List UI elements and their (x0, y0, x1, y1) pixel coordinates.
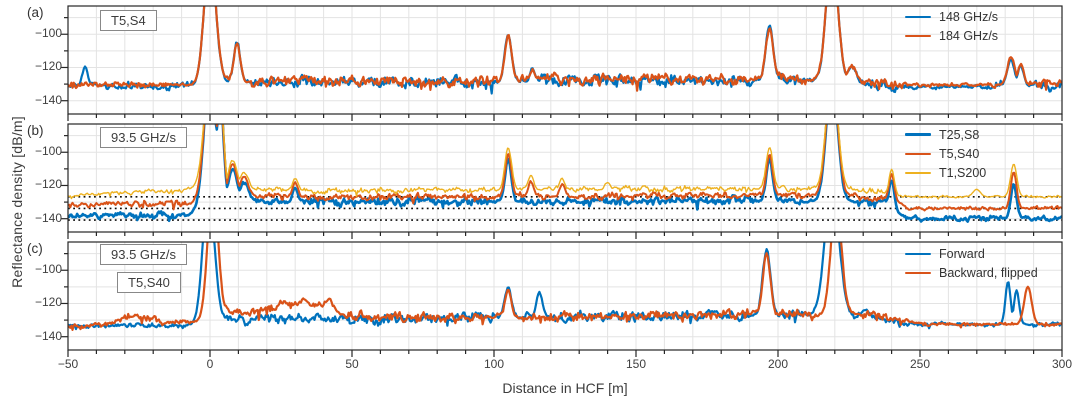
legend-line-swatch (905, 171, 931, 174)
x-axis-label: Distance in HCF [m] (502, 380, 628, 396)
panel-c-letter: (c) (27, 241, 43, 256)
y-tick-label: −120 (34, 177, 62, 192)
x-tick-label: 150 (625, 357, 647, 371)
legend-item: T5,S40 (905, 144, 986, 163)
x-tick-label: 0 (206, 357, 214, 371)
y-tick-label: −140 (34, 210, 62, 225)
legend-line-swatch (905, 133, 931, 136)
legend-item-label: T5,S40 (939, 146, 980, 161)
x-tick-label: 250 (909, 357, 931, 371)
y-tick-label: −140 (34, 328, 62, 343)
y-tick-label: −140 (34, 92, 62, 107)
legend-line-swatch (905, 15, 931, 18)
legend-item: T1,S200 (905, 163, 986, 182)
y-tick-label: −120 (34, 59, 62, 74)
legend-item-label: 148 GHz/s (939, 9, 999, 24)
legend-line-swatch (905, 34, 931, 37)
panel-a-annotation-box: T5,S4 (100, 10, 157, 31)
panel-a-legend: 148 GHz/s 184 GHz/s (905, 7, 998, 45)
x-tick-label: 100 (483, 357, 505, 371)
panel-c-legend: Forward Backward, flipped (905, 244, 1038, 282)
legend-item-label: T25,S8 (939, 127, 980, 142)
panel-b-annotation-box: 93.5 GHz/s (100, 127, 188, 148)
y-tick-label: −100 (34, 144, 62, 159)
y-tick-label: −100 (34, 26, 62, 41)
panel-c-annotation-box-sweep: 93.5 GHz/s (100, 244, 188, 265)
x-tick-label: 200 (767, 357, 789, 371)
legend-item: Backward, flipped (905, 263, 1038, 282)
legend-line-swatch (905, 271, 931, 274)
panel-b-legend: T25,S8 T5,S40 T1,S200 (905, 125, 986, 182)
y-tick-label: −120 (34, 295, 62, 310)
legend-item-label: Forward (939, 246, 985, 261)
legend-item: T25,S8 (905, 125, 986, 144)
legend-item-label: 184 GHz/s (939, 28, 999, 43)
legend-item: 148 GHz/s (905, 7, 998, 26)
x-tick-label: 50 (345, 357, 359, 371)
legend-line-swatch (905, 152, 931, 155)
panel-a-canvas (61, 5, 1063, 121)
legend-item-label: T1,S200 (939, 165, 987, 180)
panel-b-canvas (61, 123, 1063, 239)
panel-a-letter: (a) (27, 5, 44, 20)
legend-item: 184 GHz/s (905, 26, 998, 45)
y-tick-label: −100 (34, 262, 62, 277)
legend-item-label: Backward, flipped (939, 265, 1038, 280)
legend-item: Forward (905, 244, 1038, 263)
panel-c-canvas (61, 241, 1063, 357)
panel-c-annotation-box-settings: T5,S40 (117, 272, 181, 293)
x-tick-label: 300 (1051, 357, 1073, 371)
legend-line-swatch (905, 252, 931, 255)
x-tick-label: −50 (57, 357, 79, 371)
panel-b-letter: (b) (27, 123, 44, 138)
